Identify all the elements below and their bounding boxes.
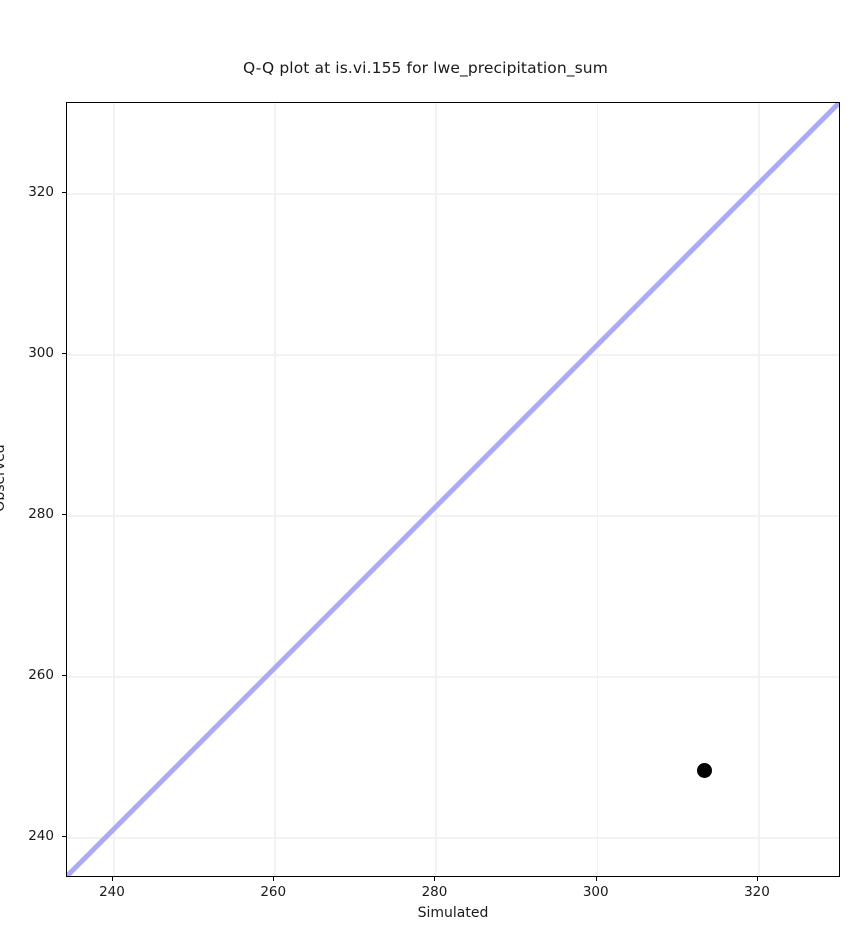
- y-tick-label: 280: [28, 506, 54, 523]
- chart-title-line-1: Q-Q plot at is.vi.155 for lwe_precipitat…: [243, 59, 608, 77]
- x-tick-mark: [111, 877, 113, 881]
- gridline-vertical: [274, 103, 276, 876]
- gridline-vertical: [435, 103, 438, 876]
- gridline-horizontal: [67, 354, 839, 356]
- plot-area: [66, 102, 840, 877]
- x-tick-mark: [595, 877, 597, 881]
- x-tick-label: 280: [421, 884, 448, 900]
- gridline-vertical: [596, 103, 599, 876]
- y-tick-mark: [62, 675, 66, 676]
- x-tick-mark: [434, 877, 436, 881]
- y-tick-mark: [62, 192, 66, 194]
- x-tick-label: 320: [744, 884, 770, 900]
- gridline-horizontal: [67, 836, 839, 839]
- y-tick-label: 260: [28, 667, 54, 683]
- identity-line: [67, 103, 839, 876]
- x-tick-mark: [756, 877, 758, 881]
- y-tick-mark: [62, 835, 66, 837]
- gridline-vertical: [112, 103, 115, 876]
- y-tick-mark: [62, 514, 66, 516]
- gridline-horizontal: [67, 676, 839, 678]
- y-tick-mark: [62, 353, 66, 355]
- y-tick-label: 320: [28, 184, 54, 201]
- y-tick-label: 300: [28, 345, 54, 362]
- y-tick-label: 240: [28, 827, 54, 844]
- x-tick-label: 300: [582, 884, 609, 900]
- identity-line-segment: [67, 103, 839, 876]
- data-point: [697, 762, 713, 778]
- x-tick-label: 240: [99, 884, 125, 900]
- gridline-horizontal: [67, 515, 839, 517]
- gridline-horizontal: [67, 193, 839, 195]
- x-tick-label: 260: [260, 884, 287, 900]
- x-axis-label: Simulated: [417, 905, 489, 921]
- gridline-vertical: [757, 103, 760, 876]
- x-tick-mark: [273, 877, 275, 881]
- y-axis-label: Observed: [0, 444, 8, 512]
